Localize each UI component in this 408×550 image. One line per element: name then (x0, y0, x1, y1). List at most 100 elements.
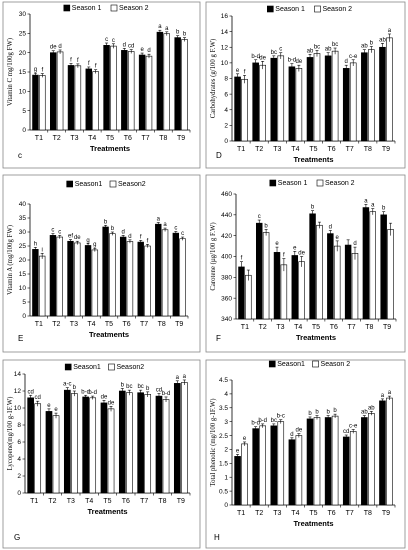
significance-letter: f (140, 234, 142, 240)
bar-season1 (306, 418, 314, 506)
bar-season2 (295, 68, 303, 142)
bar-season2 (89, 397, 97, 494)
y-tick-label: 40 (19, 201, 27, 208)
significance-letter: a (158, 24, 162, 30)
significance-letter: a (371, 203, 375, 209)
x-tick-label: T8 (364, 146, 372, 153)
y-tick-label: 14 (14, 371, 22, 378)
x-tick-label: T7 (141, 135, 149, 142)
significance-letter: bc (271, 418, 277, 424)
bar-season1 (119, 236, 127, 317)
significance-letter: e (293, 245, 297, 251)
x-tick-label: T6 (124, 135, 132, 142)
y-tick-label: 400 (221, 254, 232, 261)
y-tick-label: 360 (221, 295, 232, 302)
legend-swatch-season2 (108, 363, 115, 371)
significance-letter: b (308, 411, 312, 417)
significance-letter: d (290, 432, 293, 438)
bar-season2 (386, 397, 393, 506)
bar-season1 (121, 50, 128, 131)
bar-season2 (298, 261, 305, 320)
significance-letter: d (329, 224, 332, 230)
bar-season2 (259, 64, 266, 142)
y-tick-label: 0 (17, 490, 21, 497)
legend-label-season2: Season 2 (323, 6, 353, 13)
x-tick-label: T9 (177, 498, 185, 505)
significance-letter: f (244, 69, 246, 75)
bar-season2 (331, 50, 339, 142)
bar-season1 (102, 226, 109, 317)
significance-letter: a (183, 374, 187, 380)
significance-letter: bc (137, 384, 143, 390)
y-tick-label: 25 (19, 31, 27, 38)
significance-letter: de (101, 394, 108, 400)
significance-letter: f (41, 68, 43, 74)
y-axis-label: Vitamin A (mg/100g FW) (7, 225, 14, 295)
panel-label: H (214, 533, 220, 542)
x-axis-label: Treatments (87, 507, 127, 516)
x-tick-label: T7 (346, 146, 354, 153)
bar-season2 (56, 236, 63, 317)
significance-letter: f (147, 238, 149, 244)
y-tick-label: 380 (221, 275, 232, 282)
panel-frame (2, 359, 201, 549)
bar-season1 (67, 240, 74, 317)
bar-season1 (82, 396, 89, 494)
legend-label-season2: Season2 (117, 364, 145, 371)
bar-season2 (241, 443, 248, 506)
x-tick-label: T3 (70, 135, 78, 142)
y-tick-label: 1 (224, 474, 228, 481)
significance-letter: b (326, 410, 330, 416)
bar-season2 (259, 425, 266, 506)
x-tick-label: T8 (365, 324, 373, 331)
y-tick-label: 6 (224, 91, 228, 98)
significance-letter: b (111, 226, 115, 232)
chart-panel-4: 02468101214T1cdcdT2eeT3a-cbT4b-db-dT5ded… (2, 359, 201, 549)
significance-letter: d (123, 42, 126, 48)
significance-letter: cd (156, 388, 162, 394)
significance-letter: f (70, 57, 72, 63)
y-axis-label: Carotene (µg/100 g F.W) (210, 222, 217, 290)
x-tick-label: T4 (87, 321, 95, 328)
bar-season2 (109, 233, 116, 317)
y-tick-label: 6 (17, 439, 21, 446)
significance-letter: a (165, 26, 169, 32)
x-tick-label: T2 (48, 498, 56, 505)
significance-letter: c-e (349, 423, 358, 429)
y-tick-label: 30 (19, 11, 27, 18)
legend-swatch-season1 (269, 179, 277, 187)
legend-swatch-season2 (314, 5, 321, 13)
significance-letter: de (50, 45, 57, 51)
significance-letter: b-d (251, 54, 260, 60)
x-tick-label: T3 (273, 510, 281, 517)
bar-season2 (277, 421, 285, 506)
significance-letter: b (264, 223, 268, 229)
panel-label: E (18, 334, 23, 343)
bar-season1 (27, 397, 34, 494)
legend-label-season1: Season1 (75, 181, 103, 188)
bar-season1 (49, 52, 57, 131)
significance-letter: b (146, 386, 150, 392)
significance-letter: de (296, 59, 303, 65)
y-tick-label: 5 (22, 108, 26, 115)
bar-season2 (181, 39, 188, 131)
x-tick-label: T1 (35, 321, 43, 328)
significance-letter: ef (68, 234, 73, 240)
bar-season2 (144, 245, 151, 317)
y-tick-label: 3 (224, 419, 228, 426)
bar-season2 (71, 393, 78, 494)
x-tick-label: T7 (140, 321, 148, 328)
x-tick-label: T3 (70, 321, 78, 328)
bar-season1 (32, 249, 39, 317)
x-tick-label: T5 (309, 510, 317, 517)
x-tick-label: T3 (276, 324, 284, 331)
x-tick-label: T4 (88, 135, 96, 142)
significance-letter: de (298, 251, 305, 257)
x-tick-label: T5 (105, 321, 113, 328)
bar-season2 (34, 403, 42, 494)
significance-letter: b-c (277, 414, 285, 420)
panel-frame (205, 1, 406, 169)
bar-season1 (49, 235, 57, 317)
significance-letter: a (176, 375, 180, 381)
significance-letter: de (74, 235, 81, 241)
